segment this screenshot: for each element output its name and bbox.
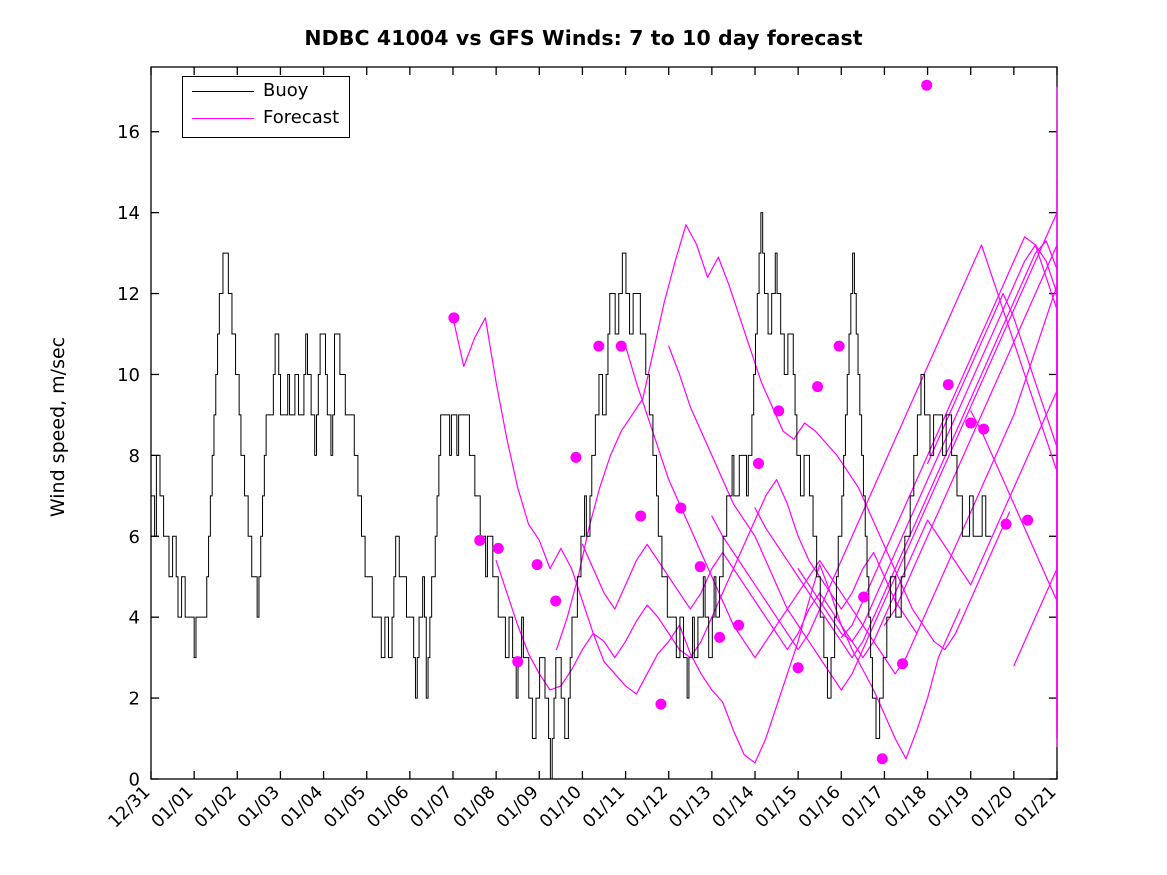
y-tick-label: 12 (117, 284, 140, 305)
x-tick-label: 01/20 (968, 782, 1018, 832)
x-tick-label: 01/04 (277, 782, 327, 832)
x-tick-label: 01/02 (191, 782, 241, 832)
forecast-data-point[interactable] (942, 379, 954, 391)
x-axis-tick-labels: 12/3101/0101/0201/0301/0401/0501/0601/07… (105, 782, 1061, 832)
forecast-run-line (624, 284, 1058, 675)
x-tick-label: 01/15 (752, 782, 802, 832)
legend-label-forecast: Forecast (263, 107, 340, 128)
y-tick-label: 8 (129, 446, 140, 467)
x-tick-label: 01/16 (795, 782, 845, 832)
y-axis-ticks (151, 131, 1057, 780)
x-tick-label: 01/07 (407, 782, 457, 832)
forecast-data-point[interactable] (752, 457, 764, 469)
y-tick-label: 2 (129, 689, 140, 710)
forecast-scatter-points (448, 79, 1034, 765)
forecast-data-point[interactable] (921, 79, 933, 91)
forecast-run-line (1013, 325, 1058, 667)
forecast-data-point[interactable] (1022, 514, 1034, 526)
y-tick-label: 10 (117, 365, 140, 386)
x-tick-label: 01/18 (881, 782, 931, 832)
chart-legend[interactable]: Buoy Forecast (182, 76, 350, 138)
buoy-step-line (151, 212, 992, 780)
x-tick-label: 01/03 (234, 782, 284, 832)
x-tick-label: 01/01 (148, 782, 198, 832)
forecast-run-line (668, 118, 1058, 691)
forecast-run-line (495, 479, 918, 691)
chart-title: NDBC 41004 vs GFS Winds: 7 to 10 day for… (304, 26, 863, 50)
y-tick-label: 0 (129, 770, 140, 791)
forecast-data-point[interactable] (858, 591, 870, 603)
forecast-data-point[interactable] (593, 340, 605, 352)
buoy-series-line (151, 212, 992, 780)
forecast-data-point[interactable] (733, 619, 745, 631)
forecast-data-point[interactable] (474, 534, 486, 546)
axes-frame (150, 66, 1058, 780)
forecast-data-point[interactable] (792, 662, 804, 674)
y-tick-label: 16 (117, 122, 140, 143)
forecast-data-point[interactable] (773, 405, 785, 417)
x-tick-label: 01/09 (493, 782, 543, 832)
x-tick-label: 01/12 (622, 782, 672, 832)
forecast-data-point[interactable] (512, 656, 524, 668)
x-tick-label: 01/06 (364, 782, 414, 832)
legend-label-buoy: Buoy (263, 80, 309, 101)
forecast-data-point[interactable] (655, 698, 667, 710)
x-axis-ticks (150, 67, 1058, 779)
legend-entry-buoy: Buoy (183, 77, 349, 104)
forecast-data-point[interactable] (550, 595, 562, 607)
forecast-data-point[interactable] (448, 312, 460, 324)
forecast-data-point[interactable] (833, 340, 845, 352)
y-tick-label: 4 (129, 608, 140, 629)
forecast-data-point[interactable] (876, 753, 888, 765)
y-tick-label: 6 (129, 527, 140, 548)
forecast-data-point[interactable] (1000, 518, 1012, 530)
legend-entry-forecast: Forecast (183, 104, 349, 131)
forecast-run-line (555, 224, 1011, 651)
y-axis-tick-labels: 0 2 4 6 8 10 12 14 16 (117, 122, 140, 790)
forecast-data-point[interactable] (714, 631, 726, 643)
forecast-data-point[interactable] (965, 417, 977, 429)
forecast-data-point[interactable] (635, 510, 647, 522)
forecast-data-point[interactable] (570, 451, 582, 463)
forecast-data-point[interactable] (615, 340, 627, 352)
forecast-run-line (452, 317, 961, 764)
forecast-data-point[interactable] (978, 423, 990, 435)
forecast-data-point[interactable] (492, 542, 504, 554)
forecast-run-line (883, 244, 1058, 740)
forecast-series-lines (452, 86, 1058, 764)
forecast-data-point[interactable] (812, 381, 824, 393)
x-tick-label: 01/19 (924, 782, 974, 832)
y-tick-label: 14 (117, 203, 140, 224)
x-tick-label: 01/11 (579, 782, 629, 832)
x-tick-label: 01/13 (666, 782, 716, 832)
forecast-run-line (581, 317, 1058, 659)
forecast-data-point[interactable] (897, 658, 909, 670)
legend-swatch-forecast (192, 118, 254, 119)
legend-swatch-buoy (192, 91, 254, 92)
forecast-run-line (711, 244, 1058, 740)
forecast-run-line (970, 86, 1058, 715)
x-tick-label: 01/14 (709, 782, 759, 832)
x-tick-label: 01/05 (320, 782, 370, 832)
x-tick-label: 01/17 (838, 782, 888, 832)
x-tick-label: 01/21 (1011, 782, 1061, 832)
x-tick-label: 01/10 (536, 782, 586, 832)
forecast-data-point[interactable] (531, 559, 543, 571)
x-tick-label: 01/08 (450, 782, 500, 832)
forecast-data-point[interactable] (694, 561, 706, 573)
forecast-data-point[interactable] (675, 502, 687, 514)
